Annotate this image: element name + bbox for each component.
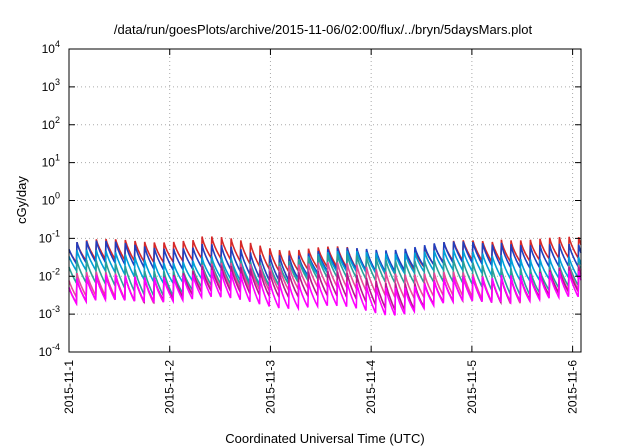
x-tick-label: 2015-11-5 — [465, 360, 479, 414]
series-line — [68, 269, 582, 316]
y-tick-label: 102 — [42, 115, 60, 132]
series-layer — [68, 236, 582, 316]
chart-title: /data/run/goesPlots/archive/2015-11-06/0… — [114, 22, 533, 37]
x-tick-label: 2015-11-3 — [263, 360, 277, 414]
x-tick-label: 2015-11-4 — [364, 360, 378, 414]
series-line — [68, 249, 582, 288]
grid — [68, 49, 581, 352]
y-tick-label: 10-3 — [39, 304, 60, 321]
x-axis: 2015-11-1 2015-11-2 2015-11-3 2015-11-4 2015… — [62, 49, 580, 414]
y-tick-label: 10-1 — [39, 228, 60, 245]
y-tick-label: 103 — [42, 77, 60, 94]
y-tick-label: 100 — [42, 191, 60, 208]
y-axis: 104 103 102 101 100 10-1 10-2 10-3 10-4 — [39, 39, 581, 359]
series-line — [68, 236, 582, 277]
y-tick-label: 10-2 — [39, 266, 60, 283]
x-tick-label: 2015-11-1 — [62, 360, 76, 414]
y-tick-label: 10-4 — [39, 342, 60, 359]
y-tick-label: 104 — [42, 39, 60, 56]
y-tick-label: 101 — [42, 153, 60, 170]
x-tick-label: 2015-11-2 — [163, 360, 177, 414]
series-line — [68, 254, 582, 299]
x-tick-label: 2015-11-6 — [566, 360, 580, 414]
x-axis-label: Coordinated Universal Time (UTC) — [225, 431, 424, 446]
series-line — [68, 240, 582, 282]
y-axis-label: cGy/day — [14, 176, 29, 224]
